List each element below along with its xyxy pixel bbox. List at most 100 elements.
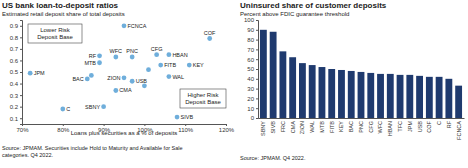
x-axis-tick-label: 110% [178, 127, 194, 133]
bar [397, 75, 404, 118]
x-axis-tick: FCNCA [456, 118, 462, 140]
x-axis-tick: 80% [57, 124, 70, 133]
point-label: JPM [34, 70, 45, 76]
x-axis-tick-label: 120% [219, 127, 235, 133]
point [166, 52, 171, 57]
bar [416, 76, 423, 118]
y-axis-tick-label: 60 [247, 57, 254, 63]
x-axis: SBNYSIVBFRCCMAZIONWALMTBFITBKEYBACPNCCFG… [259, 118, 465, 140]
y-axis-tick: 0.8 [10, 35, 22, 41]
y-axis-tick: 0.7 [10, 46, 22, 52]
chart-title: Uninsured share of customer deposits [240, 1, 387, 10]
point [130, 55, 135, 60]
point-label: WFC [110, 48, 123, 54]
y-axis-tick-label: 20 [247, 96, 254, 102]
x-axis-tick-label: C [436, 121, 442, 125]
bar [260, 30, 267, 118]
bar [445, 79, 452, 118]
y-axis-line [20, 21, 23, 125]
annotation-text: Higher Risk [187, 92, 219, 98]
y-axis-tick: 100 [244, 17, 258, 23]
x-axis-tick: CMA [290, 118, 296, 133]
x-axis-tick: WAL [309, 118, 315, 133]
x-axis-tick-label: SIVB [270, 121, 276, 134]
y-axis-tick-mark [256, 89, 258, 90]
x-axis-tick: BAC [348, 118, 354, 132]
y-axis-tick: 0 [251, 115, 258, 121]
y-axis-tick-mark [256, 49, 258, 50]
y-axis-tick-mark [256, 79, 258, 80]
x-axis-tick: FRC [280, 118, 286, 132]
y-axis-tick-mark [20, 95, 22, 96]
x-axis-tick: KEY [338, 118, 344, 132]
y-axis-tick: 20 [247, 96, 258, 102]
bars [260, 30, 462, 118]
y-axis-tick-mark [256, 40, 258, 41]
chart-subtitle: Estimated retail deposit share of total … [2, 11, 125, 17]
bar [338, 70, 345, 118]
x-axis-tick-label: FCNCA [456, 121, 462, 140]
y-axis-tick: 0.1 [10, 116, 22, 122]
annotation-box [180, 89, 226, 108]
point [101, 104, 106, 109]
y-axis-tick-label: 0.2 [10, 104, 19, 110]
x-axis-line [23, 125, 227, 127]
point [97, 60, 102, 65]
point [146, 67, 151, 72]
x-axis-tick-mark [104, 124, 105, 126]
x-axis-tick: USB [417, 118, 423, 132]
point-label: CMA [119, 87, 132, 93]
y-axis-tick: 90 [247, 27, 258, 33]
point-label: FCNCA [128, 23, 147, 29]
y-axis-tick: 40 [247, 76, 258, 82]
point-label: RF [89, 53, 97, 59]
x-axis-tick-label: WFC [377, 121, 383, 134]
point [113, 88, 118, 93]
y-axis-tick-mark [20, 37, 22, 38]
x-axis-tick: C [436, 118, 442, 125]
point-label: SIVB [181, 114, 194, 120]
bar [436, 77, 443, 118]
bar [309, 65, 316, 118]
x-axis-tick: RF [446, 118, 452, 128]
y-axis-tick-mark [256, 98, 258, 99]
points [28, 23, 212, 119]
y-axis-tick-label: 70 [247, 47, 254, 53]
x-axis-tick-label: USB [417, 121, 423, 133]
point-label: KEY [193, 62, 204, 68]
x-axis-tick-label: TFC [397, 121, 403, 132]
y-axis-tick: 50 [247, 66, 258, 72]
y-axis-tick-label: 100 [244, 17, 255, 23]
annotation-box [28, 24, 82, 43]
x-axis-tick-mark [185, 124, 186, 126]
source-note: Source: JPMAM. Q4 2022. [240, 155, 306, 161]
x-axis-tick: 70% [16, 124, 29, 133]
point-label: CFG [151, 46, 163, 52]
bar [299, 63, 306, 118]
y-axis-tick-mark [256, 69, 258, 70]
point [187, 63, 192, 68]
point-label: SBNY [85, 104, 100, 110]
point [130, 79, 135, 84]
point [28, 71, 33, 76]
point-label: WAL [172, 74, 184, 80]
y-axis-tick: 0.9 [10, 23, 22, 29]
x-axis-tick: 120% [219, 124, 235, 133]
y-axis-tick: 10 [247, 106, 258, 112]
y-axis-tick-label: 90 [247, 27, 254, 33]
x-axis-tick: COF [426, 118, 432, 133]
y-axis-tick-label: 40 [247, 76, 254, 82]
point-label: USB [136, 78, 148, 84]
point [175, 115, 180, 120]
point-label: BAC [72, 76, 83, 82]
point-label: FITB [164, 62, 176, 68]
x-axis-tick: FITB [329, 118, 335, 133]
point-label: MTB [84, 60, 96, 66]
point-label: COF [204, 30, 216, 36]
y-axis-tick-label: 30 [247, 86, 254, 92]
bar [319, 67, 326, 118]
y-axis-tick-mark [20, 118, 22, 119]
bar [348, 71, 355, 118]
y-axis-tick-label: 0.9 [10, 23, 19, 29]
x-axis-tick-label: RF [446, 120, 452, 128]
